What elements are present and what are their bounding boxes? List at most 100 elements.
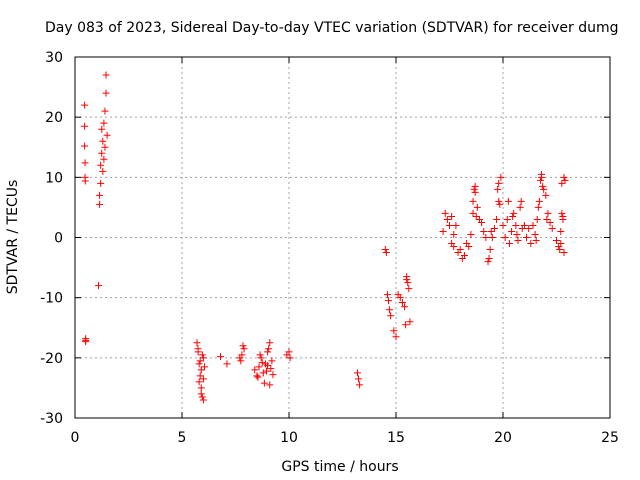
data-point: [475, 215, 483, 223]
data-point: [406, 318, 414, 326]
data-point: [494, 185, 502, 193]
data-point: [450, 230, 458, 238]
data-point: [258, 359, 266, 367]
series-evening-band-1: [439, 182, 490, 263]
data-point: [197, 366, 205, 374]
data-point: [495, 197, 503, 205]
data-point: [504, 197, 512, 205]
data-point: [454, 249, 462, 257]
data-point: [198, 393, 206, 401]
data-point: [532, 237, 540, 245]
data-point: [560, 173, 568, 181]
data-point: [496, 200, 504, 208]
data-point: [525, 224, 533, 232]
data-point: [260, 379, 268, 387]
data-point: [486, 246, 494, 254]
data-point: [403, 273, 411, 281]
data-point: [81, 101, 89, 109]
data-point: [355, 375, 363, 383]
data-point: [535, 197, 543, 205]
data-point: [266, 381, 274, 389]
data-point: [487, 227, 495, 235]
data-point: [97, 179, 105, 187]
data-point: [471, 182, 479, 190]
data-point: [98, 125, 106, 133]
data-point: [404, 279, 412, 287]
data-point: [513, 230, 521, 238]
data-point: [390, 327, 398, 335]
data-point: [558, 209, 566, 217]
data-point: [490, 224, 498, 232]
data-point: [353, 369, 361, 377]
series-early-scatter-2: [95, 71, 111, 290]
series-late-cluster: [553, 173, 569, 257]
data-point: [527, 240, 535, 248]
data-point: [194, 345, 202, 353]
data-point: [441, 209, 449, 217]
data-point: [450, 243, 458, 251]
data-point: [542, 191, 550, 199]
x-tick-label: 5: [178, 430, 187, 446]
data-point: [253, 372, 261, 380]
data-point: [488, 234, 496, 241]
data-point: [240, 345, 248, 353]
data-point: [536, 176, 544, 184]
data-point: [257, 354, 265, 362]
data-point: [387, 312, 395, 320]
data-point: [485, 255, 493, 263]
data-point: [544, 209, 552, 217]
data-point: [238, 351, 246, 359]
series-afternoon-rise: [381, 246, 414, 341]
data-point: [560, 249, 568, 257]
data-point: [199, 375, 207, 383]
data-point: [529, 221, 537, 229]
series-evening-band-2: [484, 173, 528, 266]
data-point: [523, 234, 531, 241]
data-point: [497, 173, 505, 181]
data-point: [473, 203, 481, 211]
data-point: [540, 185, 548, 193]
data-point: [405, 285, 413, 293]
data-point: [501, 234, 509, 241]
data-point: [516, 203, 524, 211]
data-point: [217, 353, 225, 361]
data-point: [101, 107, 109, 115]
data-point: [398, 298, 406, 306]
data-point: [510, 209, 518, 217]
data-point: [533, 215, 541, 223]
series-early-scatter-1: [81, 101, 90, 346]
y-tick-label: 10: [45, 170, 63, 186]
data-point: [239, 342, 247, 350]
y-tick-label: -10: [40, 291, 63, 307]
data-point: [557, 240, 565, 248]
y-tick-label: -30: [40, 411, 63, 427]
series-morning-band-2: [217, 342, 248, 368]
data-point: [98, 149, 106, 157]
chart-title: Day 083 of 2023, Sidereal Day-to-day VTE…: [45, 20, 619, 36]
data-point: [472, 212, 480, 220]
y-tick-label: 20: [45, 110, 63, 126]
data-point: [539, 182, 547, 190]
data-point: [452, 221, 460, 229]
data-point: [81, 177, 89, 185]
data-point: [480, 227, 488, 235]
y-axis-label: SDTVAR / TECUs: [5, 180, 21, 295]
data-point: [200, 363, 208, 371]
x-tick-labels: 0 5 10 15 20 25: [71, 430, 619, 446]
data-point: [82, 338, 90, 346]
data-point: [223, 360, 231, 368]
data-point: [546, 218, 554, 226]
y-tick-marks: [75, 56, 610, 419]
data-point: [517, 197, 525, 205]
data-point: [193, 339, 201, 347]
data-point: [499, 221, 507, 229]
data-point: [269, 371, 277, 379]
data-point: [463, 240, 471, 248]
data-point: [509, 212, 517, 220]
series-morning-band-3: [251, 339, 277, 389]
data-point: [505, 240, 513, 248]
series-midday-pair: [353, 369, 364, 389]
data-point: [469, 209, 477, 217]
x-tick-label: 15: [387, 430, 405, 446]
data-point: [446, 221, 453, 229]
